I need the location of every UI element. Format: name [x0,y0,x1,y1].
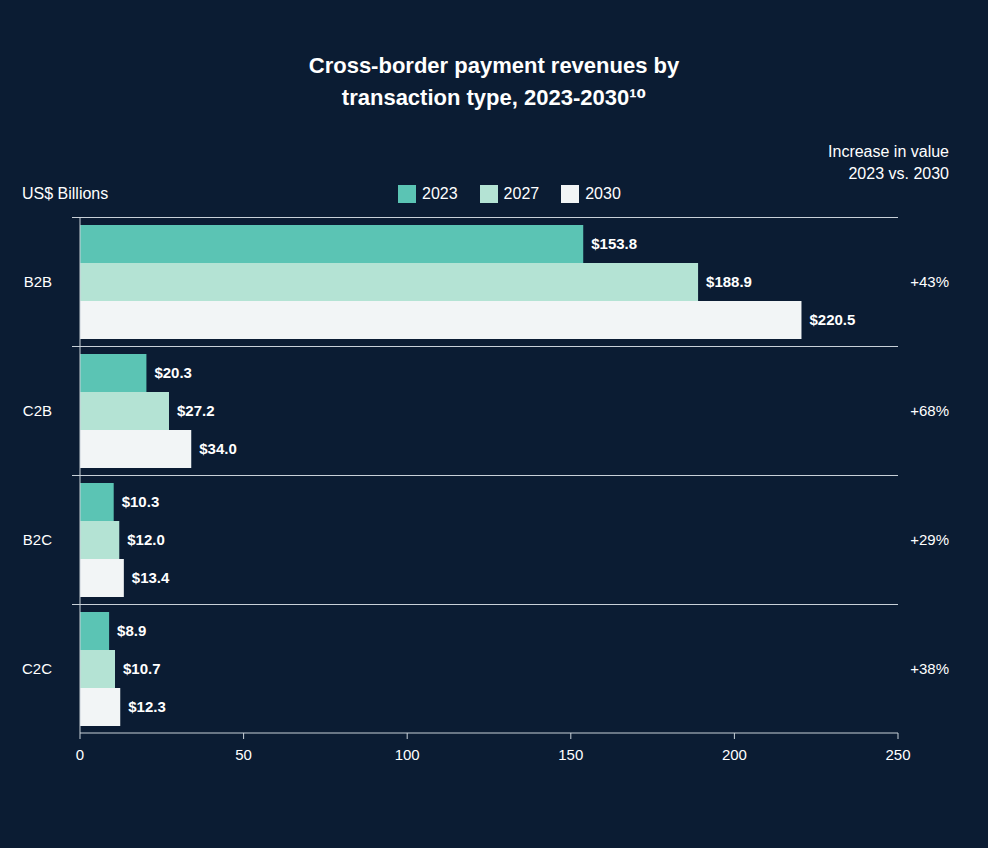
svg-text:$12.3: $12.3 [128,698,166,715]
svg-text:$27.2: $27.2 [177,402,215,419]
svg-text:$34.0: $34.0 [199,440,237,457]
svg-text:0: 0 [76,746,84,763]
svg-text:250: 250 [885,746,910,763]
svg-text:$13.4: $13.4 [132,569,170,586]
svg-text:B2C: B2C [23,531,52,548]
html-text:+29%: +29% [910,530,949,548]
svg-text:200: 200 [722,746,747,763]
html-text:Cross-border payment revenues: Cross-border payment revenues by transac… [308,53,680,110]
svg-text:$10.3: $10.3 [122,493,160,510]
svg-text:C2C: C2C [22,660,52,677]
html-text:2023: 2023 [422,185,458,202]
svg-text:$8.9: $8.9 [117,622,146,639]
svg-text:$220.5: $220.5 [809,311,855,328]
html-text:+43%: +43% [910,272,949,290]
svg-text:100: 100 [395,746,420,763]
html-text:2027: 2027 [503,185,540,202]
html-text:+68%: +68% [910,401,949,419]
svg-text:50: 50 [235,746,252,763]
svg-text:$12.0: $12.0 [127,531,165,548]
svg-text:150: 150 [558,746,583,763]
svg-text:B2B: B2B [24,273,52,290]
svg-text:$153.8: $153.8 [591,235,637,252]
html-text:+38%: +38% [910,659,949,677]
svg-text:C2B: C2B [23,402,52,419]
html-text:US$ Billions: US$ Billions [22,185,109,202]
svg-text:$10.7: $10.7 [123,660,161,677]
html-text:Increase in value 2023 vs. 203: Increase in value 2023 vs. 2030 [828,143,949,182]
svg-text:$20.3: $20.3 [154,364,192,381]
html-text:2030: 2030 [585,185,621,202]
svg-text:$188.9: $188.9 [706,273,752,290]
